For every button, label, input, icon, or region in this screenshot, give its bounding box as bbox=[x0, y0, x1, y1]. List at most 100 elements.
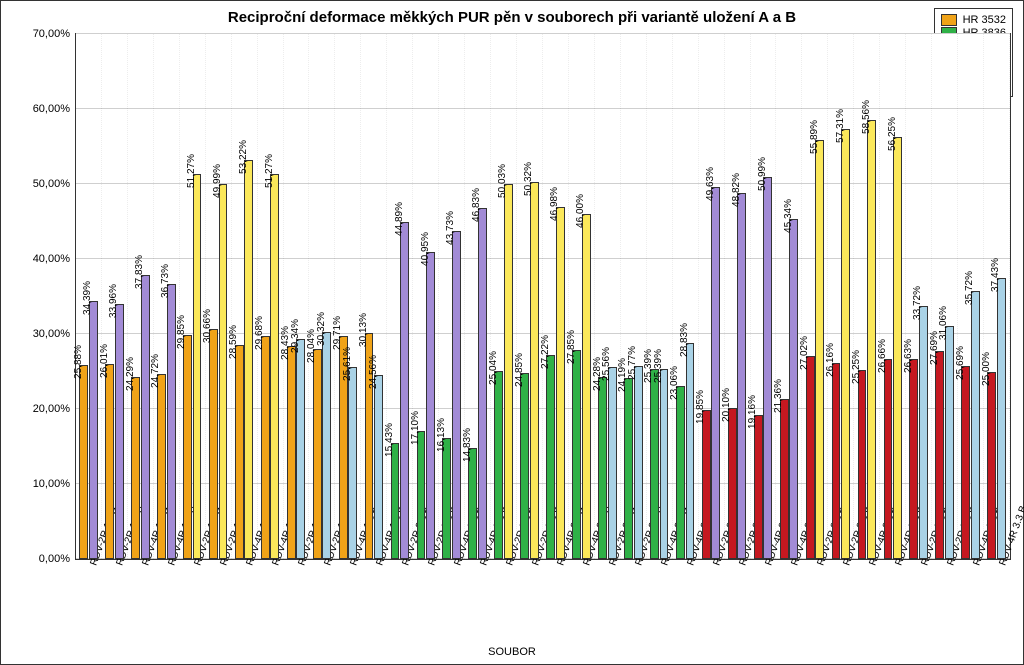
bar-value-label: 25,00% bbox=[981, 352, 992, 386]
chart: Reciproční deformace měkkých PUR pěn v s… bbox=[0, 0, 1024, 665]
category-slot: RDV-2R 2.1 B17,10%40,95% bbox=[413, 34, 439, 559]
bar-value-label: 19,85% bbox=[695, 390, 706, 424]
bar-value-label: 24,85% bbox=[514, 353, 525, 387]
category-slot: RDV-2R 1.1 A25,88%34,39% bbox=[76, 34, 102, 559]
bar bbox=[945, 326, 954, 559]
category-slot: RDV-4R 3.3 B25,00%37,43% bbox=[984, 34, 1010, 559]
bar-value-label: 57,31% bbox=[835, 109, 846, 143]
category-slot: RDV-2R 2.2 A25,04%50,03% bbox=[491, 34, 517, 559]
bar-value-label: 50,99% bbox=[757, 157, 768, 191]
chart-title: Reciproční deformace měkkých PUR pěn v s… bbox=[1, 9, 1023, 26]
bar bbox=[572, 350, 581, 559]
category-slot: RDV-2R 1.3 A28,43%29,34% bbox=[284, 34, 310, 559]
bar bbox=[737, 193, 746, 559]
bar bbox=[634, 366, 643, 559]
bar-value-label: 37,43% bbox=[990, 258, 1001, 292]
y-tick-label: 60,00% bbox=[33, 103, 70, 115]
bar bbox=[858, 370, 867, 559]
plot-area: 0,00%10,00%20,00%30,00%40,00%50,00%60,00… bbox=[75, 33, 1011, 560]
bar bbox=[832, 363, 841, 559]
bar bbox=[270, 174, 279, 559]
bar-value-label: 46,83% bbox=[471, 188, 482, 222]
bar bbox=[287, 346, 296, 559]
category-slot: RDV-2R 3.1 A19,85%49,63% bbox=[699, 34, 725, 559]
bar bbox=[167, 284, 176, 559]
bar-value-label: 34,39% bbox=[82, 281, 93, 315]
bar bbox=[780, 399, 789, 559]
bar-value-label: 26,01% bbox=[99, 344, 110, 378]
bar-value-label: 33,72% bbox=[912, 286, 923, 320]
category-slot: RDV-2R 2.3 A24,28%25,56% bbox=[595, 34, 621, 559]
bar-value-label: 25,04% bbox=[488, 351, 499, 385]
category-slot: RDV-4R 1.3 A29,71%25,61% bbox=[335, 34, 361, 559]
bar-value-label: 26,66% bbox=[877, 339, 888, 373]
bar bbox=[115, 304, 124, 559]
bar-value-label: 26,63% bbox=[903, 339, 914, 373]
bar bbox=[702, 410, 711, 559]
category-slot: RDV-4R 2.3 A25,39%25,39% bbox=[647, 34, 673, 559]
bar bbox=[219, 184, 228, 559]
bar-value-label: 43,73% bbox=[445, 211, 456, 245]
bar-value-label: 50,32% bbox=[523, 162, 534, 196]
bar-value-label: 25,56% bbox=[601, 347, 612, 381]
bar-value-label: 14,83% bbox=[462, 428, 473, 462]
bar bbox=[494, 371, 503, 559]
bar bbox=[131, 377, 140, 559]
bar bbox=[546, 355, 555, 559]
bar bbox=[884, 359, 893, 559]
bar-value-label: 44,89% bbox=[394, 202, 405, 236]
y-tick-label: 50,00% bbox=[33, 178, 70, 190]
bar bbox=[391, 443, 400, 559]
bar bbox=[624, 378, 633, 559]
bar bbox=[141, 275, 150, 559]
bar bbox=[244, 160, 253, 559]
category-slot: RDV-4R 2.2 B27,85%46,00% bbox=[569, 34, 595, 559]
y-tick-label: 0,00% bbox=[39, 553, 70, 565]
bar-value-label: 26,16% bbox=[825, 343, 836, 377]
bar-value-label: 48,82% bbox=[731, 173, 742, 207]
bar-value-label: 49,63% bbox=[705, 167, 716, 201]
bar-value-label: 29,68% bbox=[254, 316, 265, 350]
bar-value-label: 24,72% bbox=[150, 354, 161, 388]
bar bbox=[686, 343, 695, 559]
bar-value-label: 15,43% bbox=[384, 423, 395, 457]
bar-value-label: 24,56% bbox=[368, 355, 379, 389]
y-tick-label: 10,00% bbox=[33, 478, 70, 490]
category-slot: RDV-2R 2.2 B24,85%50,32% bbox=[517, 34, 543, 559]
bar bbox=[650, 369, 659, 559]
bar bbox=[105, 364, 114, 559]
category-slot: RDV-4R 3.2 A25,25%58,56% bbox=[854, 34, 880, 559]
category-slot: RDV-2R 3.3 B27,69%31,06% bbox=[932, 34, 958, 559]
bar-value-label: 25,77% bbox=[627, 346, 638, 380]
category-slot: RDV-2R 3.3 A26,63%33,72% bbox=[906, 34, 932, 559]
category-slot: RDV-2R 3.1 B20,10%48,82% bbox=[725, 34, 751, 559]
bar-value-label: 23,06% bbox=[669, 366, 680, 400]
bar bbox=[582, 214, 591, 559]
bar bbox=[961, 366, 970, 559]
bar-value-label: 46,98% bbox=[549, 187, 560, 221]
bar-value-label: 50,03% bbox=[497, 164, 508, 198]
bar bbox=[660, 369, 669, 559]
x-axis-label: SOUBOR bbox=[1, 646, 1023, 658]
bar-value-label: 28,83% bbox=[679, 323, 690, 357]
bar bbox=[442, 438, 451, 559]
bar bbox=[676, 386, 685, 559]
category-slot: RDV-4R 1.2 A28,59%53,22% bbox=[232, 34, 258, 559]
bar-value-label: 25,88% bbox=[73, 345, 84, 379]
bar-value-label: 17,10% bbox=[410, 411, 421, 445]
bar bbox=[556, 207, 565, 559]
bar bbox=[348, 367, 357, 559]
bar-value-label: 27,85% bbox=[566, 330, 577, 364]
bar bbox=[520, 373, 529, 559]
bar bbox=[893, 137, 902, 559]
category-slot: RDV-2R 1.1 B26,01%33,96% bbox=[102, 34, 128, 559]
bar bbox=[763, 177, 772, 559]
bar bbox=[815, 140, 824, 559]
bar-value-label: 58,56% bbox=[861, 100, 872, 134]
legend-label: HR 3532 bbox=[963, 14, 1006, 26]
bar bbox=[261, 336, 270, 559]
bar-value-label: 25,61% bbox=[342, 347, 353, 381]
category-slot: RDV-4R 1.3 B30,13%24,56% bbox=[361, 34, 387, 559]
legend-item: HR 3532 bbox=[941, 14, 1006, 26]
bar-value-label: 20,10% bbox=[721, 388, 732, 422]
